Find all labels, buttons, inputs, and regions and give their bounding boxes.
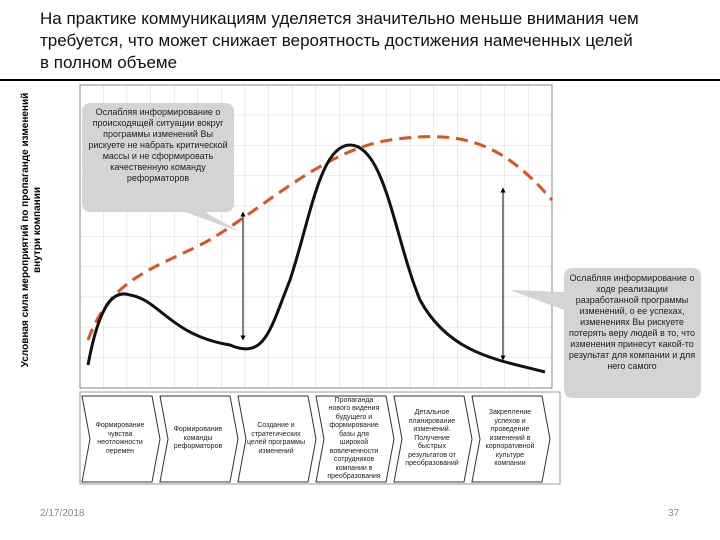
phase-chevron <box>81 395 161 483</box>
page-number: 37 <box>668 508 680 519</box>
phase-chevron <box>393 395 473 483</box>
phase-label: Закрепление успехов и проведение изменен… <box>485 409 535 468</box>
phase-label: Формирование чувства неотложности переме… <box>95 422 145 455</box>
phase-chevron <box>315 395 395 483</box>
target-curve <box>86 135 554 341</box>
phase-label: Детальное планирование изменений. Получе… <box>405 409 459 468</box>
phase-label: Пропаганда нового видения будущего и фор… <box>327 396 381 481</box>
actual-curve <box>86 143 546 374</box>
date: 2/17/2018 <box>40 508 85 519</box>
phase-chevron <box>159 395 239 483</box>
callout-bubble <box>510 268 701 398</box>
callout-text: Ослабляя информирование о происходящей с… <box>88 107 228 183</box>
slide-title: На практике коммуникациям уделяется знач… <box>40 9 639 72</box>
callout-text: Ослабляя информирование о ходе реализаци… <box>568 273 696 371</box>
phase-label: Создание и стратегических целей программ… <box>247 422 305 455</box>
callout-bubble <box>82 103 240 232</box>
y-axis-label: Условная сила мероприятий по пропаганде … <box>20 92 43 368</box>
phase-chevron <box>237 395 317 483</box>
phase-label: Формирование команды реформаторов <box>173 426 223 451</box>
phase-chevron <box>471 395 551 483</box>
